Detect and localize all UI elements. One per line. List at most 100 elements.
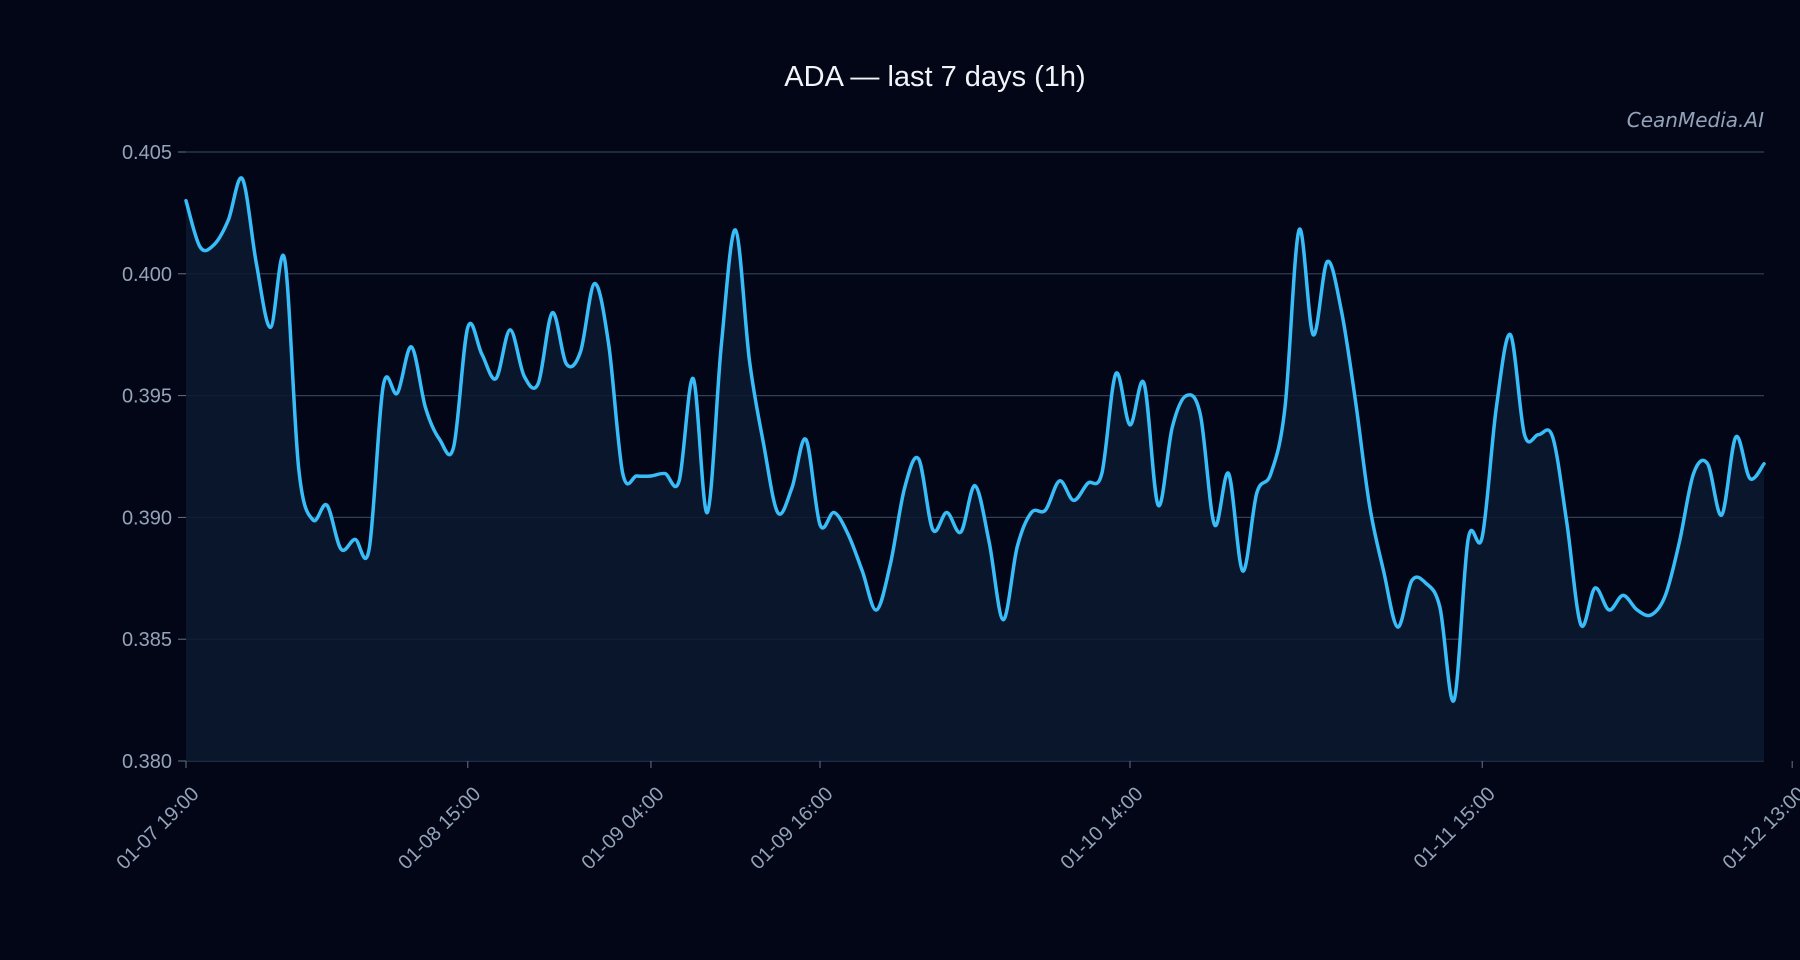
y-axis: 0.380 0.385 0.390 0.395 0.400 0.405 [122,142,186,773]
data-point [523,375,526,378]
data-point [1650,613,1653,616]
data-point [1748,477,1751,480]
chart-title: ADA — last 7 days (1h) [784,61,1085,93]
data-point [1706,462,1709,465]
data-point [1734,436,1737,439]
data-point [1438,606,1441,609]
data-point [1763,462,1766,465]
data-point [1382,569,1385,572]
data-point [593,282,596,285]
data-point [635,474,638,477]
data-point [382,384,385,387]
data-point [847,533,850,536]
data-point [1002,618,1005,621]
data-point [1016,545,1019,548]
data-point [1354,399,1357,402]
data-point [325,504,328,507]
data-point [368,548,371,551]
data-point [1227,472,1230,475]
data-point [607,343,610,346]
series-group [184,176,1766,761]
data-point [1579,623,1582,626]
y-tick-label: 0.380 [122,751,172,773]
data-point [748,360,751,363]
data-point [269,326,272,329]
data-point [255,263,258,266]
data-point [734,228,737,231]
data-point [297,467,300,470]
data-point [1720,513,1723,516]
data-point [790,487,793,490]
data-point [1678,540,1681,543]
data-point [227,219,230,222]
data-point [988,540,991,543]
data-point [213,243,216,246]
data-point [509,328,512,331]
data-point [1326,260,1329,263]
data-point [833,511,836,514]
data-point [692,377,695,380]
data-point [1424,582,1427,585]
data-point [396,392,399,395]
data-point [185,199,188,202]
data-point [1157,504,1160,507]
data-point [1171,426,1174,429]
data-point [861,569,864,572]
data-point [1185,394,1188,397]
data-point [438,438,441,441]
data-point [1523,433,1526,436]
data-point [974,484,977,487]
data-point [621,472,624,475]
y-tick-label: 0.390 [122,507,172,529]
data-point [565,362,568,365]
data-point [1636,608,1639,611]
data-point [466,326,469,329]
data-point [762,443,765,446]
y-tick-label: 0.400 [122,264,172,286]
data-point [875,608,878,611]
data-point [1396,626,1399,629]
data-point [1481,535,1484,538]
data-point [283,258,286,261]
data-point [339,548,342,551]
data-point [1509,333,1512,336]
data-point [1269,472,1272,475]
data-point [1410,579,1413,582]
data-point [1114,372,1117,375]
data-point [1213,523,1216,526]
data-point [1622,594,1625,597]
data-point [1664,594,1667,597]
watermark-label: CeanMedia.AI [1627,108,1764,132]
data-point [1368,504,1371,507]
data-point [1058,479,1061,482]
data-point [945,511,948,514]
data-point [1283,406,1286,409]
data-point [1495,406,1498,409]
data-point [199,246,202,249]
data-point [678,479,681,482]
data-point [804,438,807,441]
data-point [649,474,652,477]
data-point [354,538,357,541]
data-point [579,350,582,353]
data-point [480,353,483,356]
data-point [1537,433,1540,436]
data-point [1692,472,1695,475]
data-point [424,406,427,409]
data-point [551,311,554,314]
data-point [917,457,920,460]
data-point [1030,511,1033,514]
data-point [1044,509,1047,512]
data-point [1340,309,1343,312]
data-point [1593,587,1596,590]
data-point [452,445,455,448]
data-point [1100,472,1103,475]
y-tick-label: 0.385 [122,629,172,651]
data-point [1241,569,1244,572]
data-point [1467,538,1470,541]
data-point [776,511,779,514]
data-point [903,487,906,490]
data-point [410,345,413,348]
